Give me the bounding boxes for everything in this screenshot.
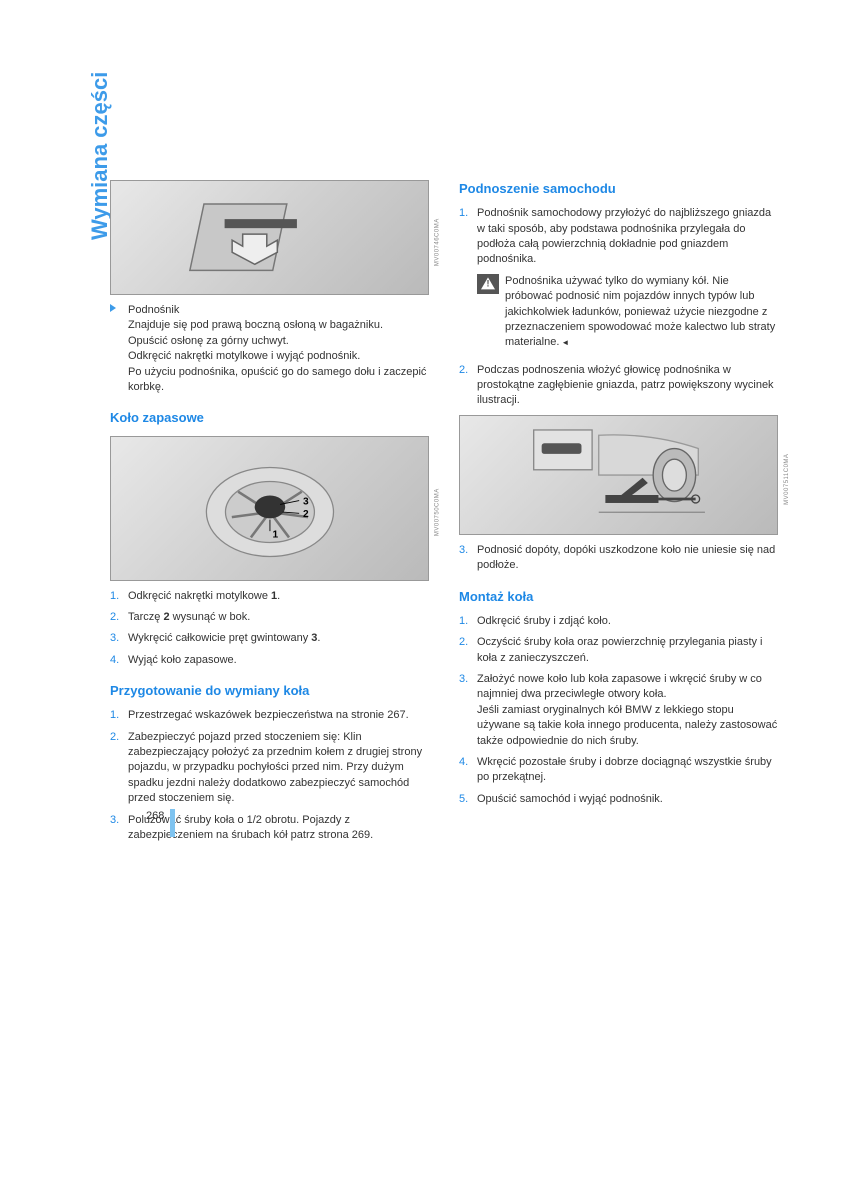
list-item: 3.Założyć nowe koło lub koła zapasowe i … bbox=[459, 672, 778, 749]
heading-spare-wheel: Koło zapasowe bbox=[110, 409, 429, 427]
figure-jack-location: MV00746C0MA bbox=[110, 180, 429, 295]
figure-jack-under-car: MV007511C0MA bbox=[459, 415, 778, 535]
list-item: 2.Oczyścić śruby koła oraz powierzchnię … bbox=[459, 635, 778, 666]
list-item: 3.Podnosić dopóty, dopóki uszkodzone koł… bbox=[459, 543, 778, 574]
warning-icon bbox=[477, 274, 499, 294]
svg-text:2: 2 bbox=[303, 509, 309, 520]
svg-text:1: 1 bbox=[272, 529, 278, 540]
figure-code: MV00746C0MA bbox=[434, 218, 442, 266]
heading-raising-car: Podnoszenie samochodu bbox=[459, 180, 778, 198]
warning-block: Podnośnika używać tylko do wymiany kół. … bbox=[477, 274, 778, 351]
spare-wheel-steps: 1.Odkręcić nakrętki motylkowe 1. 2.Tarcz… bbox=[110, 589, 429, 669]
raise-item1: Podnośnik samochodowy przyłożyć do najbl… bbox=[477, 207, 771, 265]
figure-code: MV007511C0MA bbox=[783, 453, 791, 504]
list-item: 2.Tarczę 2 wysunąć w bok. bbox=[110, 610, 429, 625]
list-item: 1.Przestrzegać wskazówek bezpieczeństwa … bbox=[110, 708, 429, 723]
page-number: 268 bbox=[146, 809, 164, 824]
list-item: 1. Podnośnik samochodowy przyłożyć do na… bbox=[459, 206, 778, 357]
jack-description: Podnośnik Znajduje się pod prawą boczną … bbox=[110, 303, 429, 395]
heading-preparation: Przygotowanie do wymiany koła bbox=[110, 682, 429, 700]
jack-line: Znajduje się pod prawą boczną osłoną w b… bbox=[128, 318, 429, 333]
svg-text:3: 3 bbox=[303, 496, 309, 507]
figure-spare-wheel: 3 2 1 MV00750C0MA bbox=[110, 436, 429, 581]
mounting-steps: 1.Odkręcić śruby i zdjąć koło. 2.Oczyści… bbox=[459, 614, 778, 807]
list-item: 1.Odkręcić śruby i zdjąć koło. bbox=[459, 614, 778, 629]
content-columns: MV00746C0MA Podnośnik Znajduje się pod p… bbox=[110, 180, 778, 849]
list-item: 4.Wyjąć koło zapasowe. bbox=[110, 653, 429, 668]
jack-line: Po użyciu podnośnika, opuścić go do same… bbox=[128, 365, 429, 396]
heading-wheel-mounting: Montaż koła bbox=[459, 588, 778, 606]
right-column: Podnoszenie samochodu 1. Podnośnik samoc… bbox=[459, 180, 778, 849]
page-number-bar bbox=[170, 809, 175, 837]
warning-text: Podnośnika używać tylko do wymiany kół. … bbox=[505, 274, 778, 351]
figure-code: MV00750C0MA bbox=[434, 488, 442, 536]
raising-steps-bottom: 3.Podnosić dopóty, dopóki uszkodzone koł… bbox=[459, 543, 778, 574]
jack-line: Odkręcić nakrętki motylkowe i wyjąć podn… bbox=[128, 349, 429, 364]
jack-line: Opuścić osłonę za górny uchwyt. bbox=[128, 334, 429, 349]
list-item: 5.Opuścić samochód i wyjąć podnośnik. bbox=[459, 792, 778, 807]
jack-title: Podnośnik bbox=[128, 303, 429, 318]
triangle-bullet-icon bbox=[110, 304, 116, 312]
list-item: 2.Zabezpieczyć pojazd przed stoczeniem s… bbox=[110, 730, 429, 807]
raising-steps-top: 1. Podnośnik samochodowy przyłożyć do na… bbox=[459, 206, 778, 409]
list-item: 2.Podczas podnoszenia włożyć głowicę pod… bbox=[459, 363, 778, 409]
list-item: 4.Wkręcić pozostałe śruby i dobrze docią… bbox=[459, 755, 778, 786]
list-item: 3.Wykręcić całkowicie pręt gwintowany 3. bbox=[110, 631, 429, 646]
left-column: MV00746C0MA Podnośnik Znajduje się pod p… bbox=[110, 180, 429, 849]
list-item: 1.Odkręcić nakrętki motylkowe 1. bbox=[110, 589, 429, 604]
